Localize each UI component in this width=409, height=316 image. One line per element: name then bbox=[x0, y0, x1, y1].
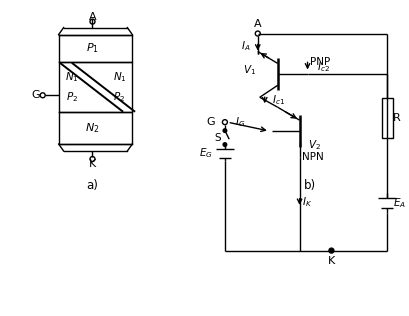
Text: $N_2$: $N_2$ bbox=[85, 121, 100, 135]
Text: $I_{c1}$: $I_{c1}$ bbox=[272, 93, 285, 107]
Text: R: R bbox=[393, 113, 401, 123]
Text: $V_1$: $V_1$ bbox=[243, 64, 256, 77]
Text: $P_2$: $P_2$ bbox=[113, 90, 126, 104]
Circle shape bbox=[329, 248, 334, 253]
Text: b): b) bbox=[303, 179, 316, 192]
Text: NPN: NPN bbox=[301, 152, 324, 162]
Text: S: S bbox=[214, 133, 221, 143]
Bar bbox=[382, 98, 393, 138]
Text: A: A bbox=[254, 19, 262, 28]
Text: A: A bbox=[89, 12, 96, 21]
Text: PNP: PNP bbox=[310, 58, 330, 67]
Text: $V_2$: $V_2$ bbox=[308, 138, 321, 152]
Text: K: K bbox=[328, 256, 335, 265]
Text: a): a) bbox=[87, 179, 99, 192]
Circle shape bbox=[223, 143, 227, 146]
Text: $E_G$: $E_G$ bbox=[199, 147, 213, 161]
Text: $I_{c2}$: $I_{c2}$ bbox=[317, 60, 330, 74]
Text: $I_A$: $I_A$ bbox=[241, 40, 251, 53]
Text: G: G bbox=[31, 90, 40, 100]
Text: $E_A$: $E_A$ bbox=[393, 196, 406, 210]
Text: $P_1$: $P_1$ bbox=[86, 42, 99, 55]
Text: $N_1$: $N_1$ bbox=[112, 70, 126, 84]
Text: $P_2$: $P_2$ bbox=[65, 90, 78, 104]
Text: $N_1$: $N_1$ bbox=[65, 70, 79, 84]
Text: $I_K$: $I_K$ bbox=[302, 195, 313, 209]
Text: K: K bbox=[89, 159, 96, 169]
Text: $I_G$: $I_G$ bbox=[235, 115, 245, 129]
Text: G: G bbox=[206, 117, 215, 127]
Circle shape bbox=[223, 129, 227, 132]
